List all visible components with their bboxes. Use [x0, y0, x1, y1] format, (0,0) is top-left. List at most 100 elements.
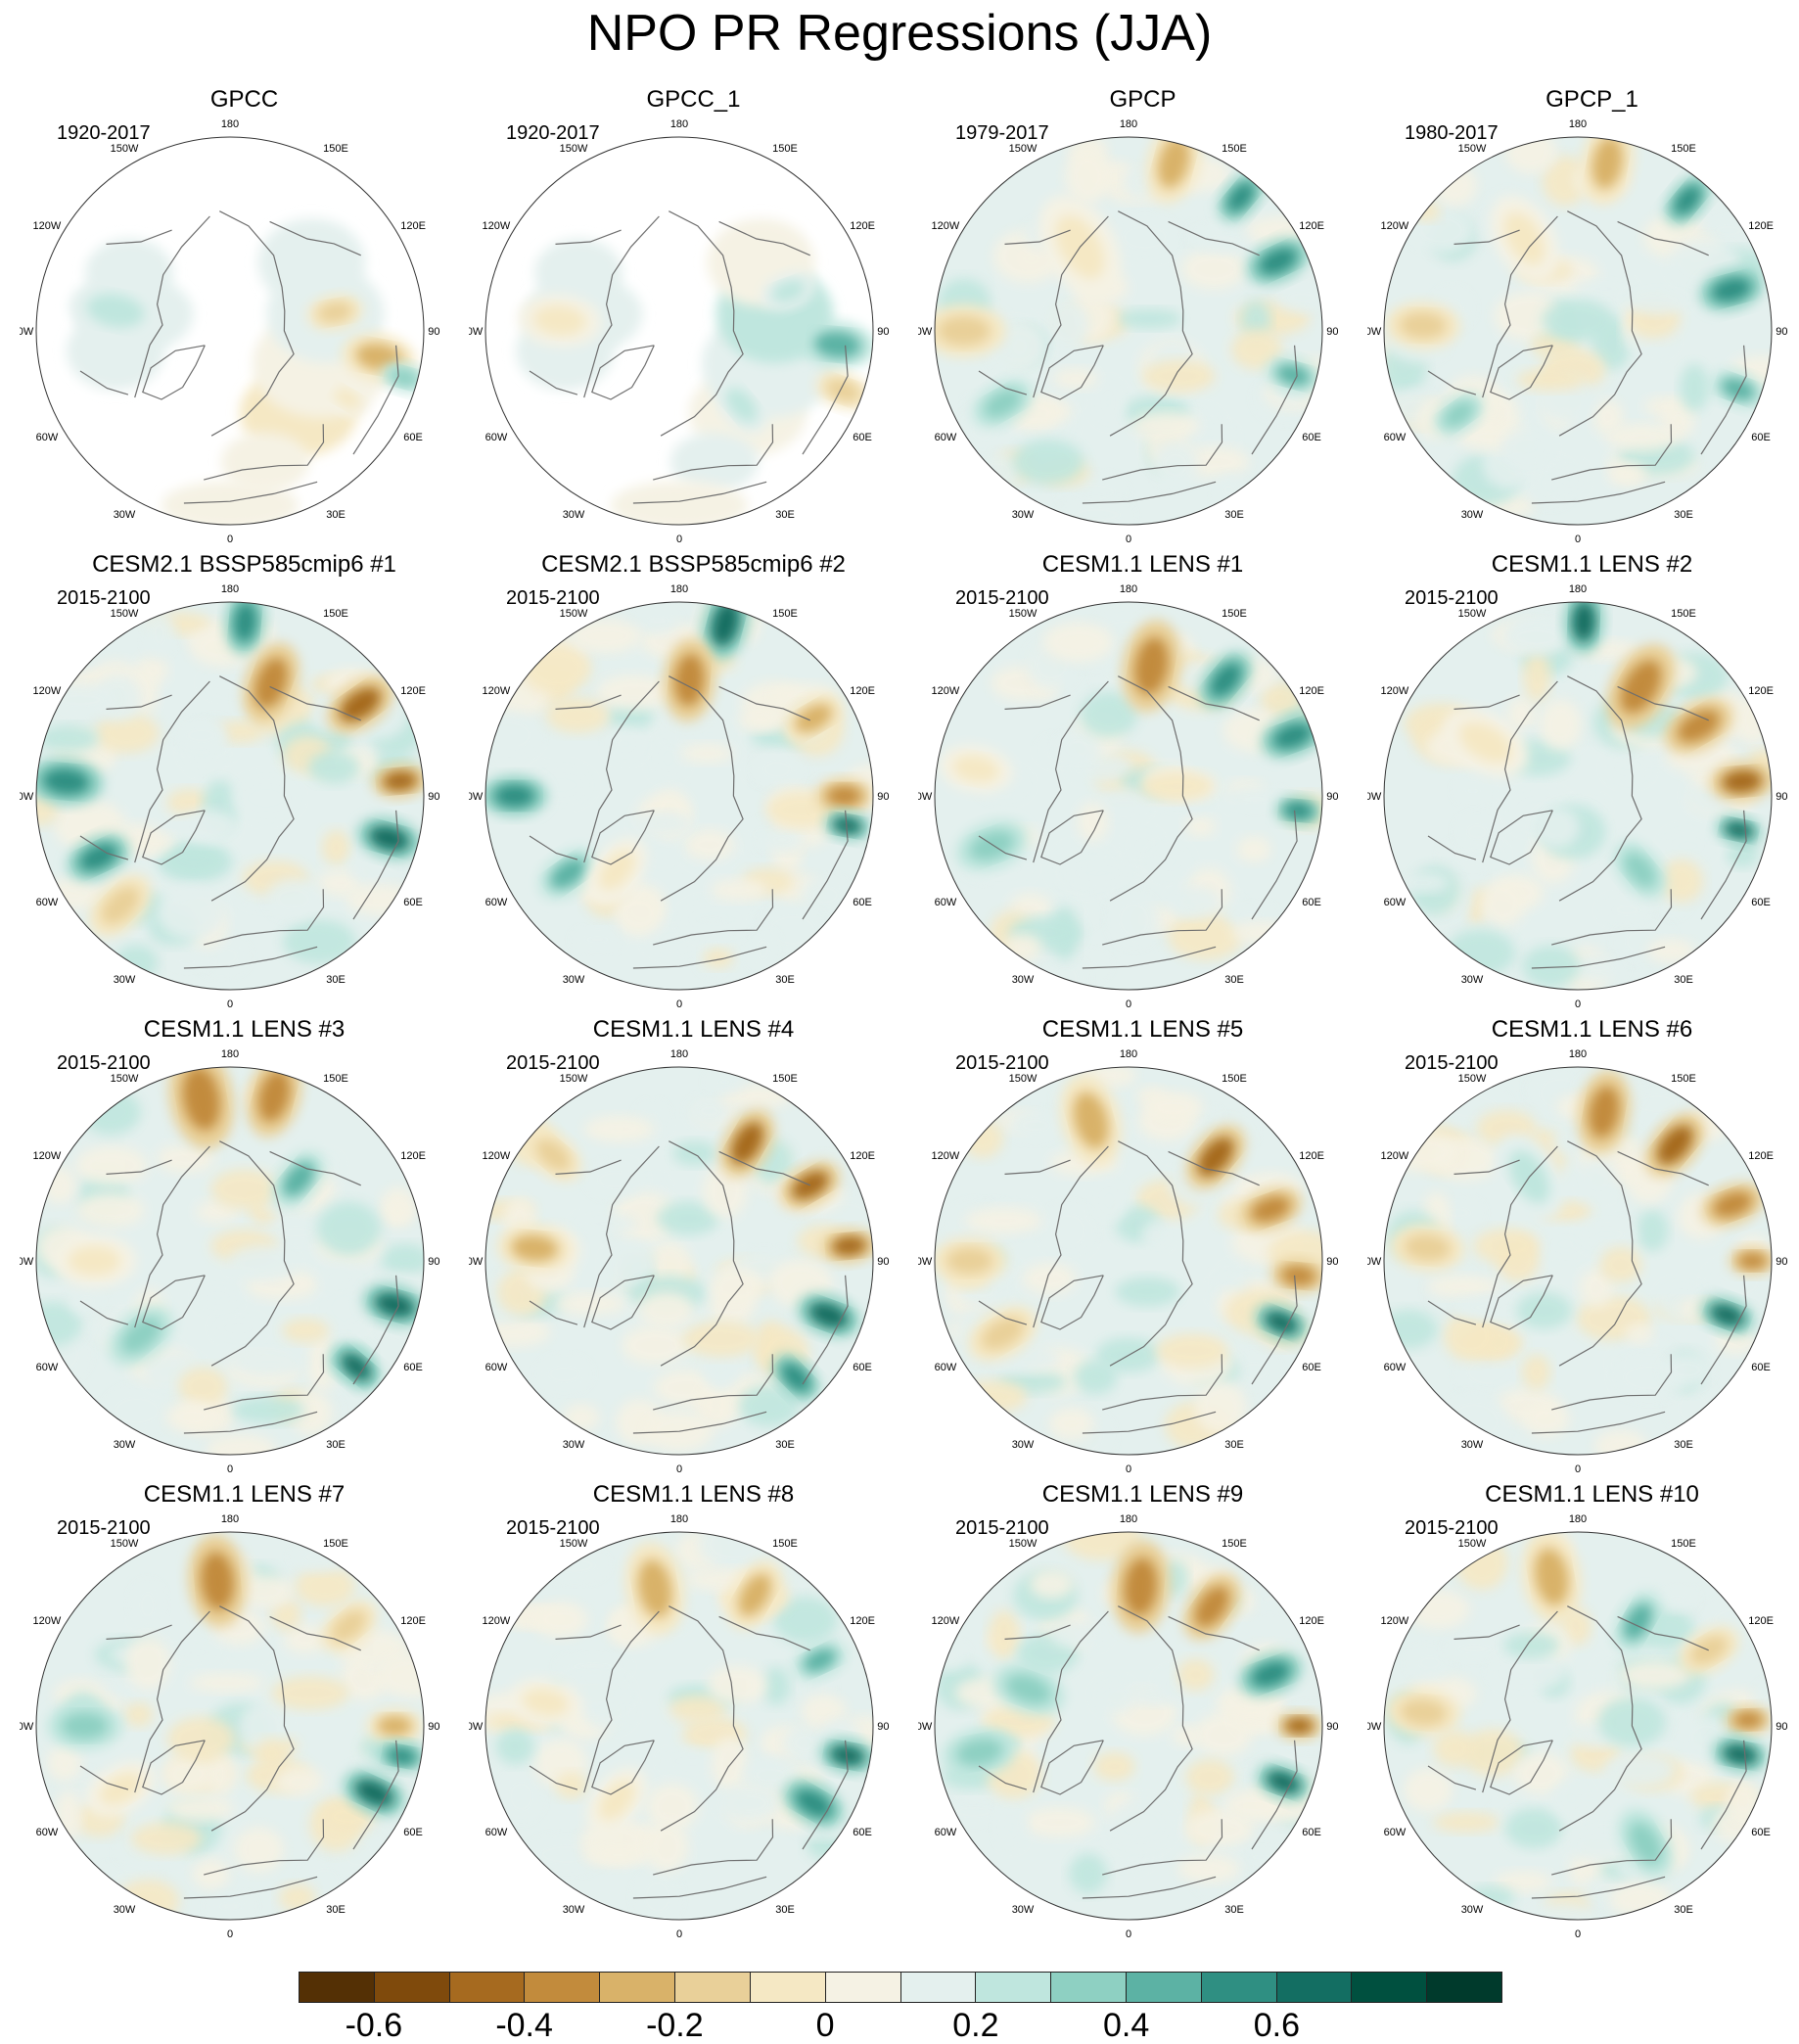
field-blob: [556, 1653, 629, 1679]
panel-period: 2015-2100: [1405, 1052, 1499, 1074]
anomaly-core: [738, 1573, 771, 1616]
longitude-label: 90W: [469, 326, 484, 338]
longitude-label: 60W: [36, 1362, 59, 1373]
coastline: [1490, 1275, 1553, 1330]
anomaly-core: [374, 1292, 415, 1318]
field-blob: [36, 794, 59, 826]
anomaly-core: [598, 850, 635, 890]
field-blob: [1577, 1218, 1637, 1252]
field-blob: [1726, 842, 1759, 868]
anomaly-core: [1443, 401, 1475, 428]
anomaly-core: [725, 388, 758, 423]
anomaly-core: [1737, 1252, 1768, 1270]
field-blob: [1069, 1853, 1108, 1894]
longitude-label: 60E: [1751, 1827, 1771, 1838]
coastline: [1558, 675, 1642, 902]
anomaly-core: [61, 1712, 109, 1740]
longitude-label: 150E: [1222, 1073, 1247, 1085]
coastline: [106, 1624, 172, 1640]
longitude-label: 60W: [935, 1827, 957, 1838]
longitude-label: 180: [1569, 118, 1587, 130]
field-blob: [94, 713, 160, 754]
longitude-label: 150E: [323, 1538, 348, 1550]
coastline: [1033, 1145, 1109, 1328]
field-blob: [1107, 1797, 1175, 1852]
field-blob: [1552, 1130, 1586, 1156]
field-blob: [192, 1858, 231, 1890]
field-blob: [683, 829, 735, 860]
field-blob: [1624, 1323, 1654, 1345]
coastline: [210, 1140, 295, 1367]
coastline: [555, 229, 622, 245]
longitude-label: 90W: [20, 791, 34, 803]
anomaly-core: [1620, 660, 1662, 714]
field-blob: [678, 899, 753, 940]
polar-map: 180 150E 120E 90E 60E 30E 0 30W 60W 90W 120W 150W: [20, 1513, 440, 1940]
longitude-label: 150W: [1009, 608, 1038, 620]
longitude-label: 30W: [114, 974, 136, 986]
longitude-label: 120E: [1748, 1615, 1774, 1627]
coastline: [1453, 1159, 1520, 1175]
field-blob: [1055, 729, 1101, 766]
polar-map: 180 150E 120E 90E 60E 30E 0 30W 60W 90W 120W 150W: [918, 1513, 1339, 1940]
field-blob: [683, 718, 734, 752]
field-blob: [800, 876, 850, 914]
coastline: [183, 1876, 318, 1899]
field-blob: [711, 1737, 749, 1791]
field-blob: [994, 1805, 1028, 1849]
field-blob: [1194, 1380, 1247, 1435]
panel-period: 2015-2100: [506, 1517, 600, 1539]
longitude-label: 120E: [850, 1615, 875, 1627]
longitude-label: 150W: [1458, 1073, 1487, 1085]
field-blob: [207, 1892, 254, 1920]
field-blob: [499, 1772, 543, 1821]
colorbar-segment: [374, 1973, 450, 2002]
longitude-label: 150W: [560, 1073, 588, 1085]
anomaly-core: [637, 1559, 672, 1618]
field-blob: [572, 927, 623, 952]
field-blob: [156, 1143, 215, 1174]
longitude-label: 30E: [1674, 509, 1693, 521]
anomaly-core: [1280, 1266, 1316, 1286]
colorbar-segment: [1051, 1973, 1127, 2002]
field-blob: [123, 1701, 154, 1727]
longitude-label: 60W: [36, 1827, 59, 1838]
anomaly-core: [1623, 1603, 1652, 1641]
field-blob: [210, 1169, 279, 1210]
field-blob: [783, 1724, 826, 1762]
map-panel: GPCP_1 180 150E 120E 90E 60E 30E 0 30W 60W 90W 120W…: [1367, 86, 1799, 551]
panel-period: 2015-2100: [506, 1052, 600, 1074]
coastline: [660, 675, 744, 902]
field-blob: [166, 1794, 234, 1822]
field-blob: [710, 1267, 764, 1308]
land-blob: [161, 481, 299, 525]
coastline: [1551, 889, 1673, 946]
coastline: [1102, 889, 1223, 946]
coastline: [210, 210, 295, 437]
longitude-label: 120W: [932, 1150, 960, 1162]
panel-title: CESM1.1 LENS #1: [1041, 551, 1244, 578]
coastline: [1617, 1150, 1709, 1186]
longitude-label: 120W: [1381, 685, 1409, 697]
anomaly-core: [674, 653, 705, 707]
anomaly-core: [42, 767, 90, 795]
field-blob: [158, 1641, 223, 1664]
longitude-label: 90W: [469, 1256, 484, 1268]
longitude-label: 150E: [772, 1538, 798, 1550]
field-blob: [1112, 215, 1178, 259]
longitude-label: 30E: [775, 1904, 795, 1916]
coastline: [269, 220, 361, 256]
longitude-label: 60W: [485, 432, 508, 443]
field-blob: [1637, 1209, 1669, 1252]
polar-map: 180 150E 120E 90E 60E 30E 0 30W 60W 90W 120W 150W: [918, 118, 1339, 545]
longitude-label: 150W: [1458, 608, 1487, 620]
anomaly-core: [1251, 1661, 1291, 1688]
map-panel: CESM1.1 LENS #1 180 150E 120E 90E 60E 30E 0 30W 6…: [918, 551, 1367, 1016]
longitude-label: 0: [1126, 1463, 1131, 1475]
field-blob: [125, 1637, 171, 1691]
field-blob: [1384, 1309, 1438, 1349]
anomaly-core: [1710, 1304, 1744, 1326]
anomaly-core: [382, 770, 418, 791]
longitude-label: 60E: [853, 1827, 872, 1838]
coastline: [204, 1354, 325, 1411]
